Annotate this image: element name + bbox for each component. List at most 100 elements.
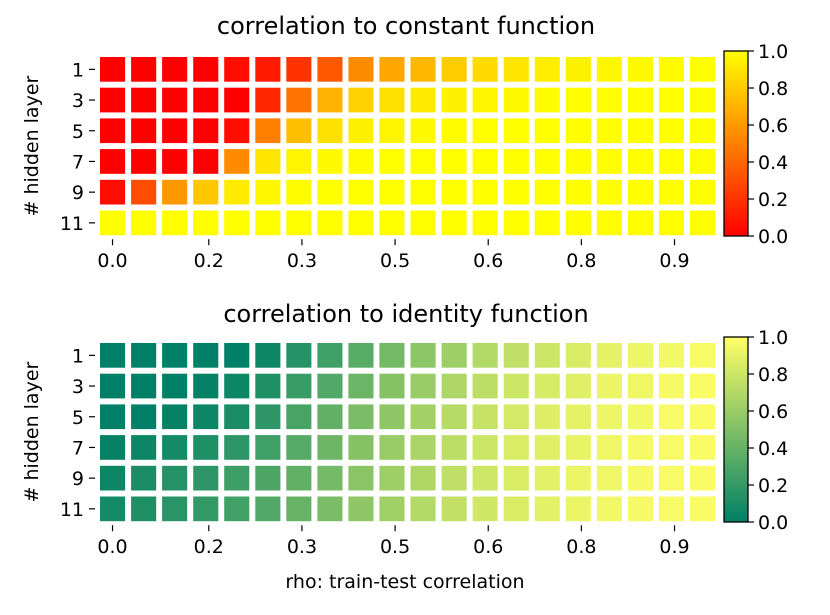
heatmap-cell [596,210,622,236]
heatmap-cell [534,373,560,399]
heatmap-cell [658,373,684,399]
heatmap-cell [379,149,405,174]
heatmap-cell [534,118,560,144]
heatmap-cell [193,435,219,460]
heatmap-cell [534,87,560,113]
heatmap-cell [503,496,529,522]
heatmap-cell [441,465,467,491]
heatmap-cell [690,343,716,368]
heatmap-cell [286,57,312,82]
colorbar-tick-label: 0.0 [758,226,788,248]
heatmap-cell [658,57,684,82]
heatmap-cell [410,373,436,399]
heatmap-cell [224,149,250,174]
heatmap-cell [317,87,343,113]
heatmap-cell [690,404,716,430]
heatmap-cell [410,118,436,144]
heatmap-cell [503,404,529,430]
heatmap-cell [100,57,126,82]
heatmap-cell [286,435,312,460]
heatmap-cell [162,57,188,82]
colorbar [723,336,749,523]
heatmap-cell [410,57,436,82]
x-tick-label: 0.0 [97,536,127,558]
heatmap-cell [131,373,157,399]
heatmap-cell [379,465,405,491]
heatmap-cell [596,435,622,460]
heatmap-cell [627,404,653,430]
heatmap-cell [627,87,653,113]
heatmap-cell [255,210,281,236]
chart-title: correlation to identity function [223,300,588,328]
heatmap-cell [348,465,374,491]
heatmap-cell [627,149,653,174]
heatmap-cell [441,57,467,82]
heatmap-cell [596,179,622,205]
heatmap-cell [100,373,126,399]
heatmap-cell [286,210,312,236]
heatmap-cell [565,210,591,236]
y-tick-label: 11 [60,213,84,235]
heatmap-cell [534,210,560,236]
heatmap-cell [565,57,591,82]
heatmap-cell [441,435,467,460]
heatmap-cell [690,435,716,460]
x-tick-label: 0.0 [97,250,127,272]
heatmap-cell [534,343,560,368]
heatmap-cell [131,87,157,113]
heatmap-cell [162,496,188,522]
y-tick-label: 1 [72,59,84,81]
heatmap-cell [503,373,529,399]
heatmap-cell [379,118,405,144]
heatmap-cell [658,435,684,460]
heatmap-cell [286,373,312,399]
heatmap-cell [348,210,374,236]
heatmap-cell [255,149,281,174]
heatmap-cell [565,465,591,491]
heatmap-cell [348,87,374,113]
heatmap-cell [565,373,591,399]
heatmap-cell [503,343,529,368]
heatmap-cell [193,118,219,144]
heatmap-cell [565,435,591,460]
heatmap-cell [193,404,219,430]
heatmap-cell [162,149,188,174]
heatmap-cell [690,179,716,205]
heatmap-cell [441,210,467,236]
heatmap-cell [534,404,560,430]
heatmap-cell [472,57,498,82]
heatmap-cell [534,435,560,460]
heatmap-cell [503,57,529,82]
heatmap-cell [379,179,405,205]
heatmap-cell [348,373,374,399]
heatmap-cell [472,373,498,399]
heatmap-cell [596,118,622,144]
heatmap-cell [224,57,250,82]
heatmap-cell [317,465,343,491]
heatmap-cell [100,118,126,144]
heatmap-cell [162,118,188,144]
y-tick-label: 3 [72,90,84,112]
heatmap-cell [131,179,157,205]
heatmap-cell [534,149,560,174]
heatmap-cell [286,87,312,113]
heatmap-cell [193,87,219,113]
colorbar-tick-label: 1.0 [758,327,788,349]
heatmap-cell [162,210,188,236]
heatmap-cell [286,118,312,144]
heatmap-cell [534,179,560,205]
heatmap-cell [565,118,591,144]
colorbar-tick-label: 0.4 [758,438,788,460]
heatmap-cell [286,404,312,430]
heatmap-cell [317,373,343,399]
x-tick-label: 0.2 [194,250,224,272]
heatmap-cell [690,87,716,113]
heatmap-cell [193,496,219,522]
heatmap-cell [348,343,374,368]
heatmap-cell [224,404,250,430]
heatmap-cell [503,87,529,113]
heatmap-cells [100,57,716,236]
x-tick-label: 0.6 [473,250,503,272]
heatmap-cell [255,87,281,113]
heatmap-cell [100,435,126,460]
